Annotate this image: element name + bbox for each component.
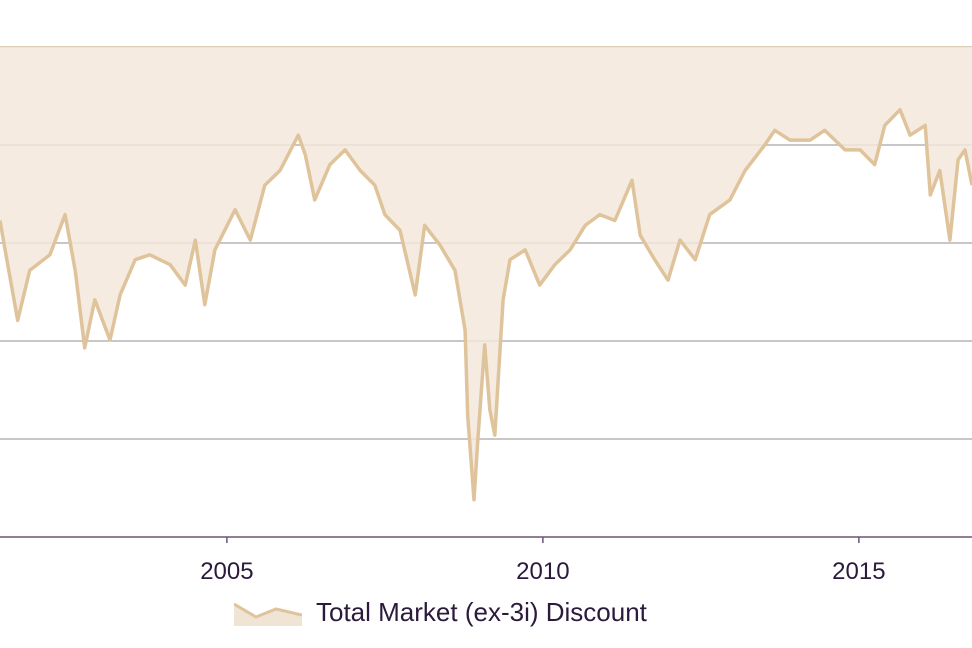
legend-label: Total Market (ex-3i) Discount	[316, 597, 647, 627]
legend: Total Market (ex-3i) Discount	[234, 597, 647, 628]
legend-swatch-icon	[234, 602, 302, 626]
x-tick-label: 2005	[200, 558, 253, 585]
x-ticks: 2005 2010 2015	[200, 537, 886, 585]
x-tick-label: 2010	[516, 558, 569, 585]
discount-chart: 2005 2010 2015	[0, 46, 972, 585]
discount-area	[0, 47, 972, 500]
x-tick-label: 2015	[832, 558, 885, 585]
discount-line	[0, 107, 972, 502]
